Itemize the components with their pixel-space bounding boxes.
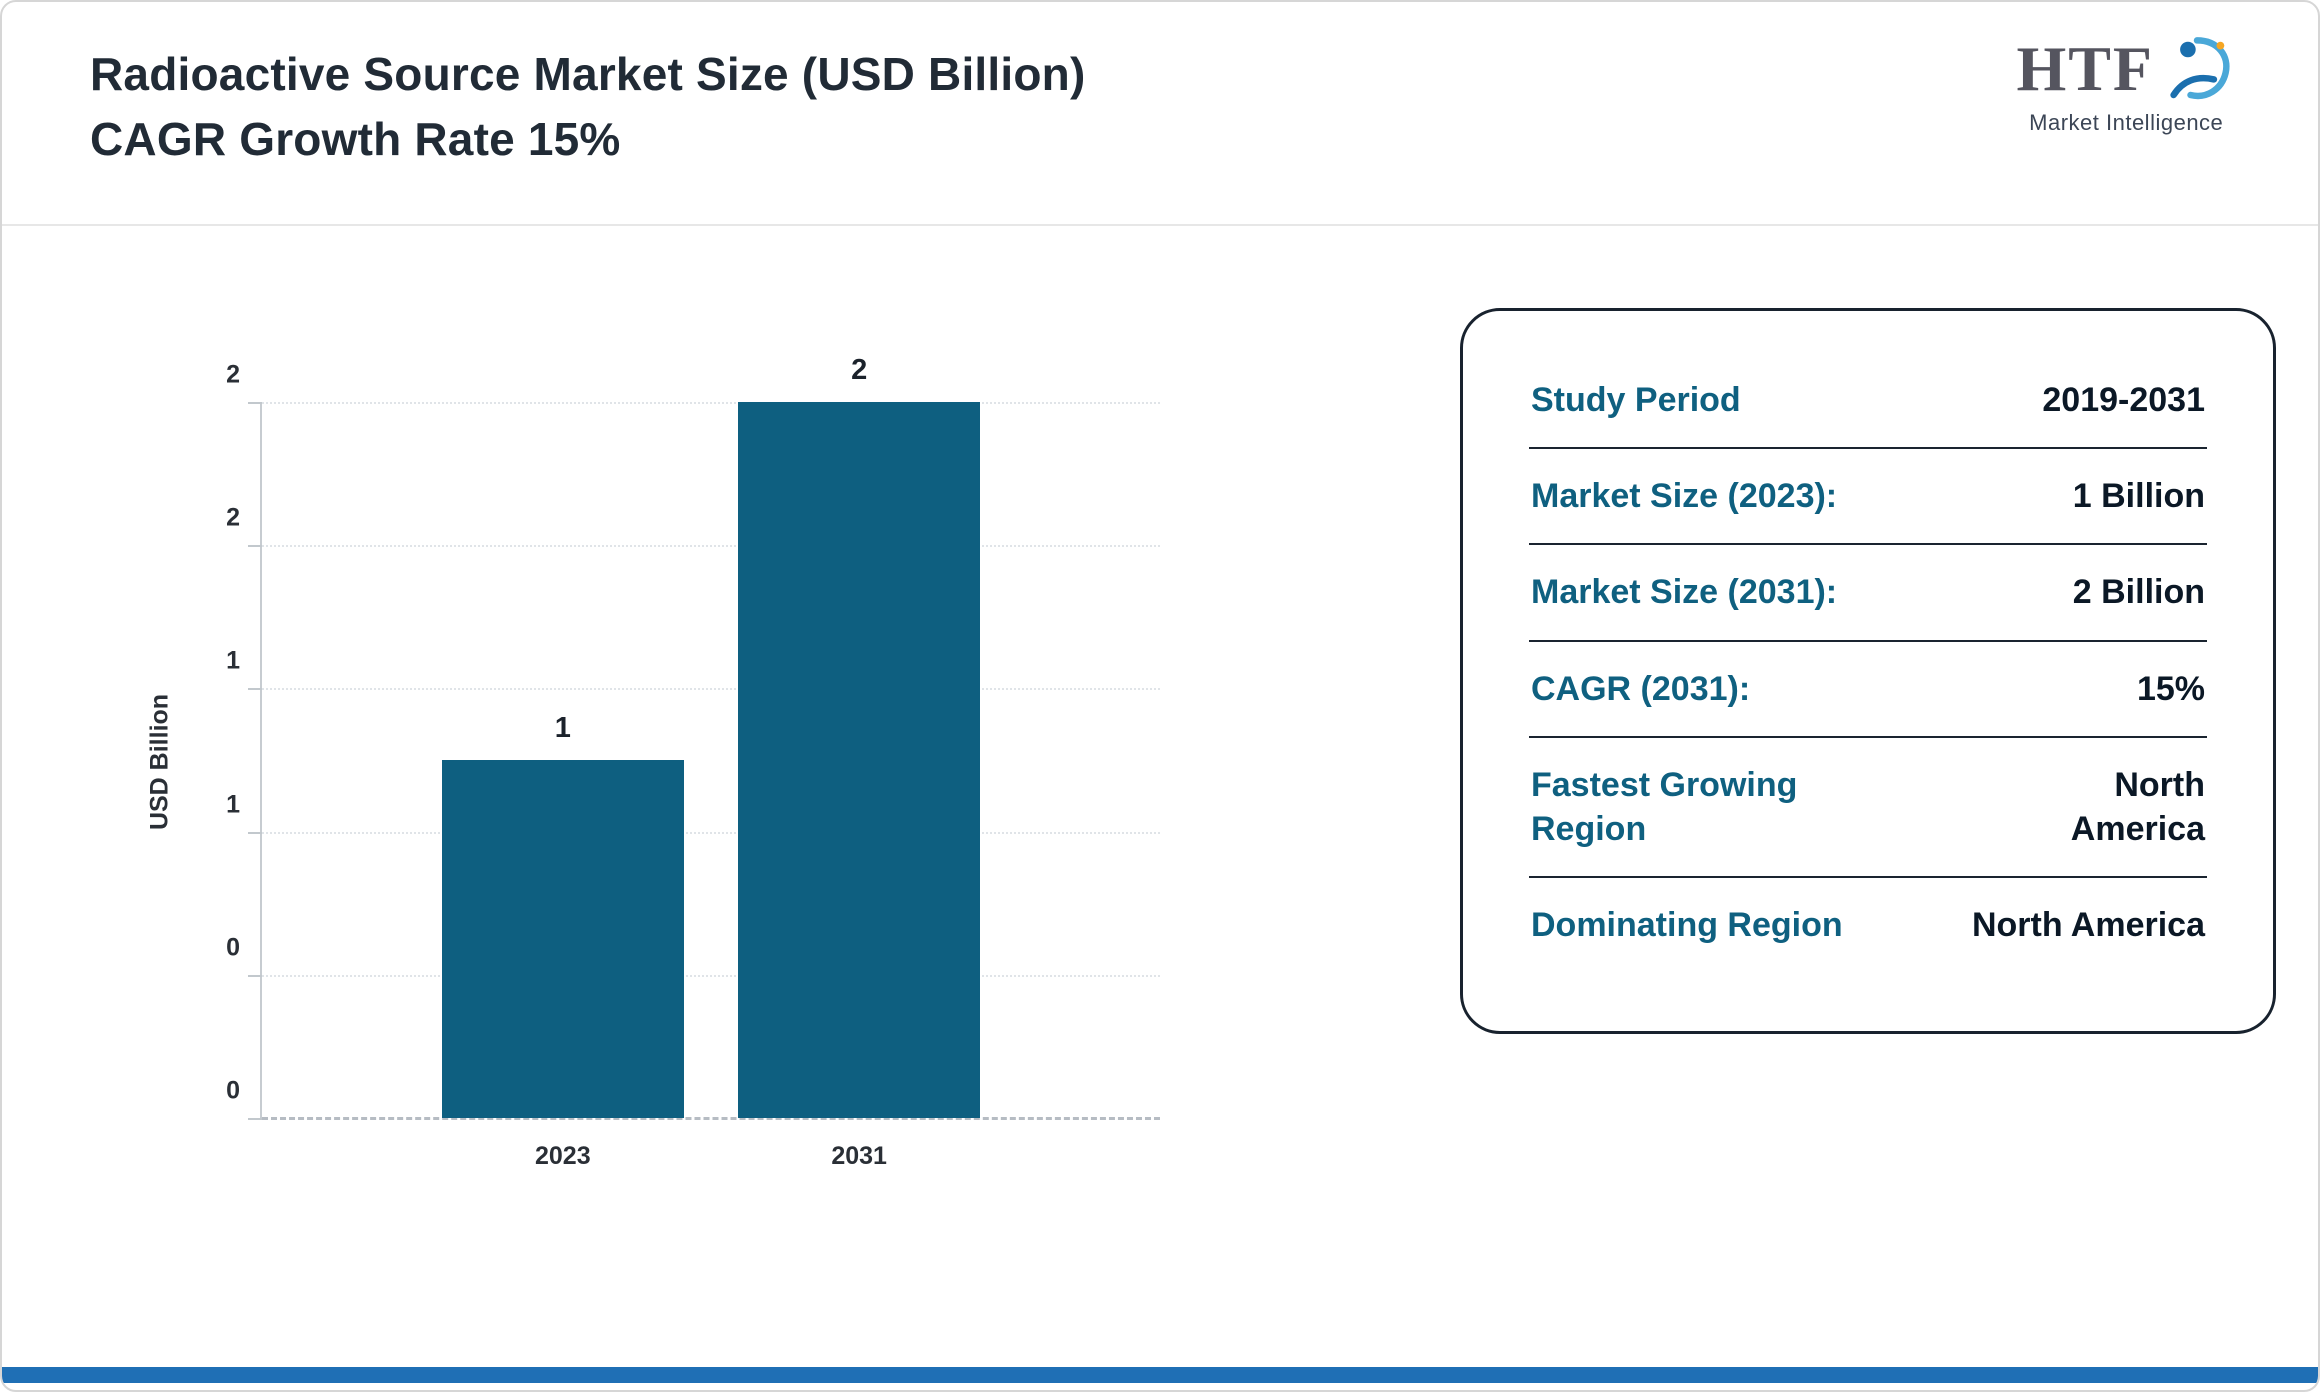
gridline xyxy=(262,974,1160,977)
header-divider xyxy=(2,224,2318,226)
y-axis-label: USD Billion xyxy=(145,693,174,831)
logo-swoosh-icon xyxy=(2170,37,2230,100)
summary-row-fastest-growing-region: Fastest Growing Region North America xyxy=(1529,738,2207,879)
summary-row-dominating-region: Dominating Region North America xyxy=(1529,878,2207,972)
logo-subtext: Market Intelligence xyxy=(2029,110,2224,135)
summary-label: Market Size (2023): xyxy=(1531,477,1838,516)
gridline xyxy=(262,402,1160,404)
summary-label: CAGR (2031): xyxy=(1531,669,1751,708)
summary-value: 2 Billion xyxy=(2072,573,2205,612)
gridline xyxy=(262,545,1160,548)
summary-card: Study Period 2019-2031 Market Size (2023… xyxy=(1460,308,2276,1034)
gridline-baseline xyxy=(262,1117,1160,1120)
y-tick-mark xyxy=(248,545,262,548)
summary-value: 2019-2031 xyxy=(2042,381,2205,419)
summary-label: Fastest Growing Region xyxy=(1531,765,1798,848)
y-tick-mark xyxy=(248,402,262,404)
summary-label: Dominating Region xyxy=(1531,906,1843,945)
bar-2023: 1 xyxy=(441,712,685,1118)
gridline xyxy=(262,688,1160,691)
summary-value: 15% xyxy=(2136,669,2205,708)
x-tick-label-2023: 2023 xyxy=(535,1142,591,1170)
y-tick-label: 0 xyxy=(226,933,240,962)
y-tick-mark xyxy=(248,1118,262,1120)
htf-logo: HTF Market Intelligence xyxy=(2016,30,2236,136)
y-tick-label: 2 xyxy=(226,503,240,532)
logo-top: HTF xyxy=(2016,30,2236,108)
summary-label: Study Period xyxy=(1531,381,1741,419)
bar-rect xyxy=(441,760,685,1118)
summary-value: North America xyxy=(1971,906,2205,945)
summary-row-cagr: CAGR (2031): 15% xyxy=(1529,642,2207,738)
header: Radioactive Source Market Size (USD Bill… xyxy=(2,2,2318,224)
page-title-line2: CAGR Growth Rate 15% xyxy=(90,113,621,166)
y-tick-mark xyxy=(248,974,262,977)
bar-value-label: 2 xyxy=(851,354,868,386)
summary-value: 1 Billion xyxy=(2072,477,2205,516)
bar-2031: 2 xyxy=(737,354,981,1118)
logo-text: HTF xyxy=(2016,33,2154,104)
bar-chart-plot: 0 0 1 1 2 2 1 2 2023 2031 xyxy=(226,354,1160,1170)
bottom-accent-bar xyxy=(2,1367,2318,1383)
y-tick-mark xyxy=(248,831,262,834)
page-title: Radioactive Source Market Size (USD Bill… xyxy=(90,42,1086,173)
y-tick-label: 1 xyxy=(226,646,240,675)
y-tick-mark xyxy=(248,688,262,691)
bar-rect xyxy=(737,402,981,1118)
bar-value-label: 1 xyxy=(554,712,571,744)
summary-row-market-size-2031: Market Size (2031): 2 Billion xyxy=(1529,545,2207,642)
page-title-line1: Radioactive Source Market Size (USD Bill… xyxy=(90,48,1086,100)
y-tick-label: 1 xyxy=(226,790,240,819)
summary-row-market-size-2023: Market Size (2023): 1 Billion xyxy=(1529,449,2207,546)
y-tick-label: 2 xyxy=(226,360,240,389)
x-tick-label-2031: 2031 xyxy=(831,1142,887,1170)
summary-label: Market Size (2031): xyxy=(1531,573,1838,612)
y-tick-label: 0 xyxy=(226,1076,240,1105)
summary-row-study-period: Study Period 2019-2031 xyxy=(1529,353,2207,450)
gridline xyxy=(262,831,1160,834)
summary-value: North America xyxy=(2070,765,2205,848)
